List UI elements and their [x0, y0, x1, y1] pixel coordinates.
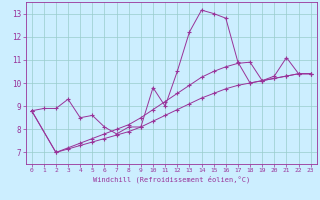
X-axis label: Windchill (Refroidissement éolien,°C): Windchill (Refroidissement éolien,°C) — [92, 176, 250, 183]
